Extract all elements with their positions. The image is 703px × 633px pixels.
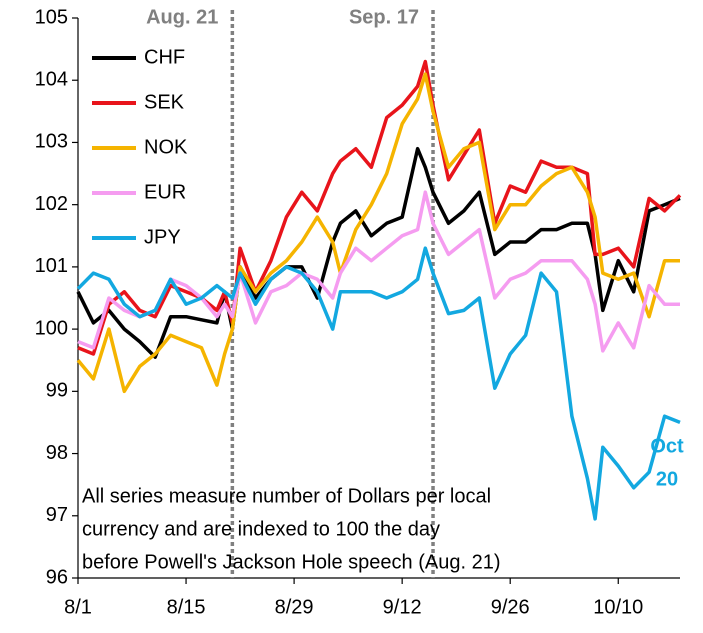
note: currency and are indexed to 100 the day bbox=[82, 518, 440, 540]
x-tick-label: 8/15 bbox=[167, 596, 206, 618]
legend-label: EUR bbox=[144, 181, 186, 203]
event-label: Aug. 21 bbox=[146, 6, 218, 28]
legend-label: CHF bbox=[144, 46, 185, 68]
x-tick-label: 10/10 bbox=[593, 596, 643, 618]
y-tick-label: 96 bbox=[46, 566, 68, 588]
y-tick-label: 103 bbox=[35, 131, 68, 153]
note: before Powell's Jackson Hole speech (Aug… bbox=[82, 551, 501, 573]
y-tick-label: 100 bbox=[35, 317, 68, 339]
y-tick-label: 102 bbox=[35, 193, 68, 215]
y-tick-label: 98 bbox=[46, 442, 68, 464]
y-tick-label: 99 bbox=[46, 380, 68, 402]
y-tick-label: 97 bbox=[46, 504, 68, 526]
series-line bbox=[77, 59, 682, 356]
y-tick-label: 101 bbox=[35, 255, 68, 277]
y-tick-label: 104 bbox=[35, 69, 68, 91]
series-line bbox=[76, 146, 681, 359]
legend-label: SEK bbox=[144, 91, 185, 113]
note: All series measure number of Dollars per… bbox=[82, 485, 491, 507]
legend-label: JPY bbox=[144, 226, 181, 248]
series-line bbox=[76, 246, 681, 521]
x-tick-label: 9/12 bbox=[383, 596, 422, 618]
end-label: Oct bbox=[650, 435, 684, 457]
legend-label: NOK bbox=[144, 136, 188, 158]
series-line bbox=[76, 72, 680, 394]
x-tick-label: 8/29 bbox=[275, 596, 314, 618]
end-label: 20 bbox=[656, 468, 678, 490]
x-tick-label: 8/1 bbox=[64, 596, 92, 618]
event-label: Sep. 17 bbox=[349, 6, 419, 28]
y-tick-label: 105 bbox=[35, 6, 68, 28]
series-line bbox=[77, 190, 680, 353]
x-tick-label: 9/26 bbox=[491, 596, 530, 618]
